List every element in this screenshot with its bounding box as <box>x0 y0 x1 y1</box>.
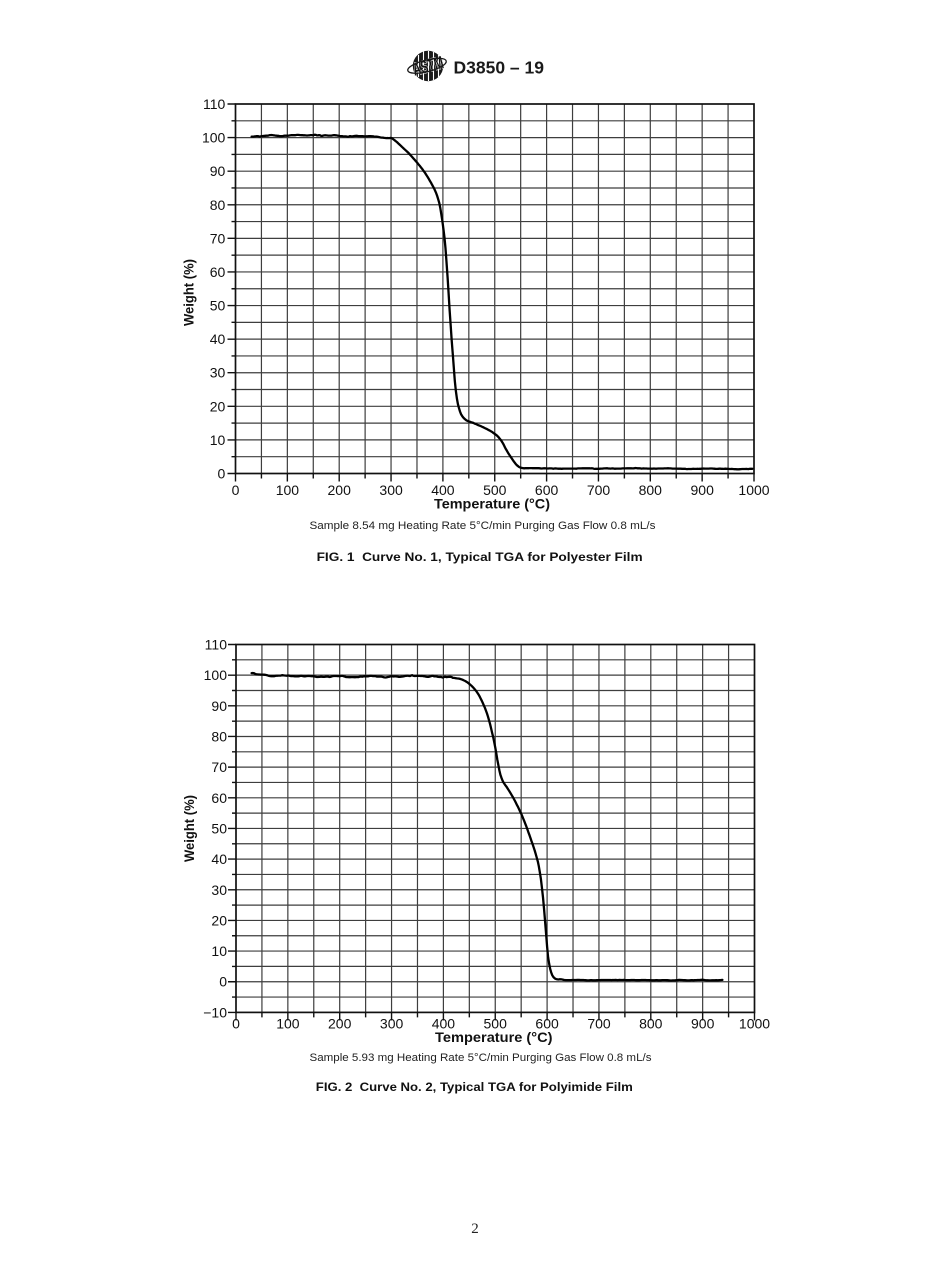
svg-text:900: 900 <box>691 1016 715 1032</box>
svg-text:700: 700 <box>587 482 611 498</box>
svg-text:600: 600 <box>535 1016 559 1032</box>
svg-text:800: 800 <box>639 482 663 498</box>
svg-text:10: 10 <box>211 943 227 959</box>
svg-text:400: 400 <box>431 482 455 498</box>
svg-text:100: 100 <box>202 130 226 146</box>
svg-text:90: 90 <box>210 163 226 179</box>
svg-text:110: 110 <box>205 637 228 653</box>
svg-text:Sample 5.93 mg Heating Rate 5°: Sample 5.93 mg Heating Rate 5°C/min Purg… <box>310 1052 652 1064</box>
svg-text:400: 400 <box>432 1016 456 1032</box>
svg-text:ASTM: ASTM <box>410 52 445 79</box>
svg-text:30: 30 <box>211 882 227 898</box>
svg-text:60: 60 <box>210 264 226 280</box>
svg-text:200: 200 <box>328 1016 352 1032</box>
svg-text:300: 300 <box>380 1016 404 1032</box>
svg-text:80: 80 <box>211 729 227 745</box>
svg-text:300: 300 <box>379 482 403 498</box>
svg-text:Sample 8.54 mg Heating Rate 5°: Sample 8.54 mg Heating Rate 5°C/min Purg… <box>310 520 656 532</box>
svg-text:110: 110 <box>203 96 226 112</box>
svg-text:0: 0 <box>232 1016 240 1032</box>
svg-text:0: 0 <box>232 482 240 498</box>
svg-text:D3850 – 19: D3850 – 19 <box>454 58 545 78</box>
svg-text:10: 10 <box>210 432 226 448</box>
svg-text:90: 90 <box>211 698 227 714</box>
svg-text:50: 50 <box>210 298 226 314</box>
svg-text:Temperature (°C): Temperature (°C) <box>434 496 550 512</box>
svg-text:40: 40 <box>210 331 226 347</box>
svg-text:FIG. 2 Curve No. 2, Typical T: FIG. 2 Curve No. 2, Typical TGA for Poly… <box>316 1080 633 1094</box>
svg-text:30: 30 <box>210 365 226 381</box>
svg-text:2: 2 <box>471 1221 479 1237</box>
svg-text:80: 80 <box>210 197 226 213</box>
svg-text:50: 50 <box>211 821 227 837</box>
svg-text:−10: −10 <box>203 1004 227 1020</box>
svg-text:100: 100 <box>276 1016 300 1032</box>
svg-text:500: 500 <box>483 482 507 498</box>
svg-text:700: 700 <box>587 1016 611 1032</box>
svg-text:900: 900 <box>691 482 715 498</box>
svg-text:FIG. 1 Curve No. 1, Typical T: FIG. 1 Curve No. 1, Typical TGA for Poly… <box>317 550 643 564</box>
svg-text:70: 70 <box>211 759 227 775</box>
svg-text:600: 600 <box>535 482 559 498</box>
svg-text:0: 0 <box>219 974 227 990</box>
svg-text:200: 200 <box>328 482 352 498</box>
svg-text:0: 0 <box>218 466 226 482</box>
svg-text:Temperature (°C): Temperature (°C) <box>435 1029 553 1045</box>
svg-text:20: 20 <box>211 912 227 928</box>
svg-text:40: 40 <box>211 851 227 867</box>
svg-text:Weight (%): Weight (%) <box>181 795 197 862</box>
svg-text:60: 60 <box>211 790 227 806</box>
svg-text:1000: 1000 <box>738 482 769 498</box>
svg-text:Weight (%): Weight (%) <box>181 259 197 326</box>
svg-text:100: 100 <box>204 667 228 683</box>
svg-text:800: 800 <box>639 1016 663 1032</box>
svg-text:100: 100 <box>276 482 300 498</box>
svg-text:500: 500 <box>484 1016 508 1032</box>
svg-text:70: 70 <box>210 230 226 246</box>
svg-text:20: 20 <box>210 398 226 414</box>
svg-text:1000: 1000 <box>739 1016 770 1032</box>
